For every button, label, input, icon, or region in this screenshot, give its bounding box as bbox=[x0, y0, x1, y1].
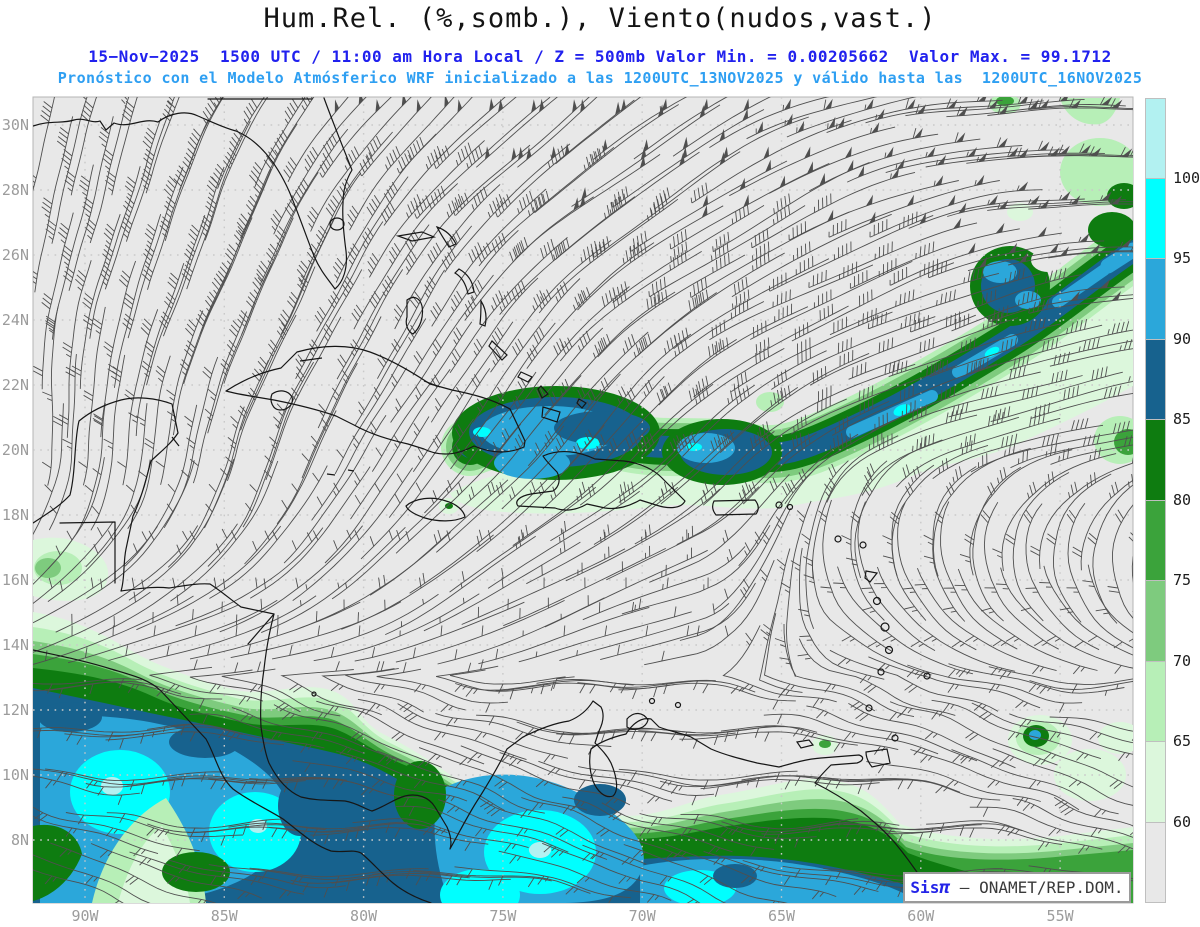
svg-text:30N: 30N bbox=[2, 116, 29, 134]
colorbar-label: 90 bbox=[1173, 329, 1192, 348]
coastlines bbox=[33, 97, 946, 903]
colorbar-label: 95 bbox=[1173, 249, 1192, 267]
svg-text:60W: 60W bbox=[907, 907, 935, 925]
colorbar-segment bbox=[1145, 339, 1166, 420]
svg-text:65W: 65W bbox=[768, 907, 796, 925]
svg-text:80W: 80W bbox=[350, 907, 378, 925]
colorbar-label: 75 bbox=[1173, 571, 1192, 589]
valid-time-line: 15−Nov−2025 1500 UTC / 11:00 am Hora Loc… bbox=[88, 47, 1112, 66]
svg-text:28N: 28N bbox=[2, 181, 29, 199]
watermark-suffix: – ONAMET/REP.DOM. bbox=[950, 878, 1124, 897]
svg-text:16N: 16N bbox=[2, 571, 29, 589]
colorbar-label: 85 bbox=[1173, 410, 1192, 428]
svg-text:90W: 90W bbox=[71, 907, 99, 925]
svg-text:85W: 85W bbox=[211, 907, 239, 925]
colorbar-label: 70 bbox=[1173, 651, 1192, 670]
colorbar-segment bbox=[1145, 178, 1166, 259]
colorbar-label: 60 bbox=[1173, 812, 1192, 831]
svg-text:10N: 10N bbox=[2, 766, 29, 784]
svg-text:18N: 18N bbox=[2, 506, 29, 524]
colorbar-segment bbox=[1145, 98, 1166, 179]
model-info-line: Pronóstico con el Modelo Atmósferico WRF… bbox=[57, 69, 1143, 87]
colorbar: 100 95 90 85 80 75 70 65 60 bbox=[1145, 98, 1200, 903]
svg-text:12N: 12N bbox=[2, 701, 29, 719]
colorbar-segment bbox=[1145, 742, 1166, 823]
svg-text:26N: 26N bbox=[2, 246, 29, 264]
colorbar-segment bbox=[1145, 581, 1166, 662]
colorbar-segment bbox=[1145, 259, 1166, 340]
colorbar-label: 80 bbox=[1173, 490, 1192, 509]
watermark: Sis π – ONAMET/REP.DOM. bbox=[903, 872, 1131, 903]
colorbar-segment bbox=[1145, 420, 1166, 501]
svg-text:20N: 20N bbox=[2, 441, 29, 459]
page-title: Hum.Rel. (%,somb.), Viento(nudos,vast.) bbox=[263, 3, 937, 34]
svg-text:14N: 14N bbox=[2, 636, 29, 654]
colorbar-segment bbox=[1145, 822, 1166, 903]
svg-text:24N: 24N bbox=[2, 311, 29, 329]
colorbar-label: 65 bbox=[1173, 732, 1192, 750]
svg-text:55W: 55W bbox=[1047, 907, 1075, 925]
colorbar-segment bbox=[1145, 500, 1166, 581]
watermark-brand: Sis bbox=[910, 878, 940, 897]
wind-barbs bbox=[33, 97, 1133, 903]
svg-text:75W: 75W bbox=[489, 907, 517, 925]
svg-text:8N: 8N bbox=[11, 831, 29, 849]
pi-icon: π bbox=[939, 877, 951, 898]
colorbar-label: 100 bbox=[1173, 168, 1200, 187]
humidity-shading bbox=[33, 97, 1133, 903]
svg-text:22N: 22N bbox=[2, 376, 29, 394]
colorbar-segment bbox=[1145, 661, 1166, 742]
svg-text:70W: 70W bbox=[629, 907, 657, 925]
axis-labels: 30N 28N 26N 24N 22N 20N 18N 16N 14N 12N 10N 8N 90W 85… bbox=[2, 116, 1075, 925]
